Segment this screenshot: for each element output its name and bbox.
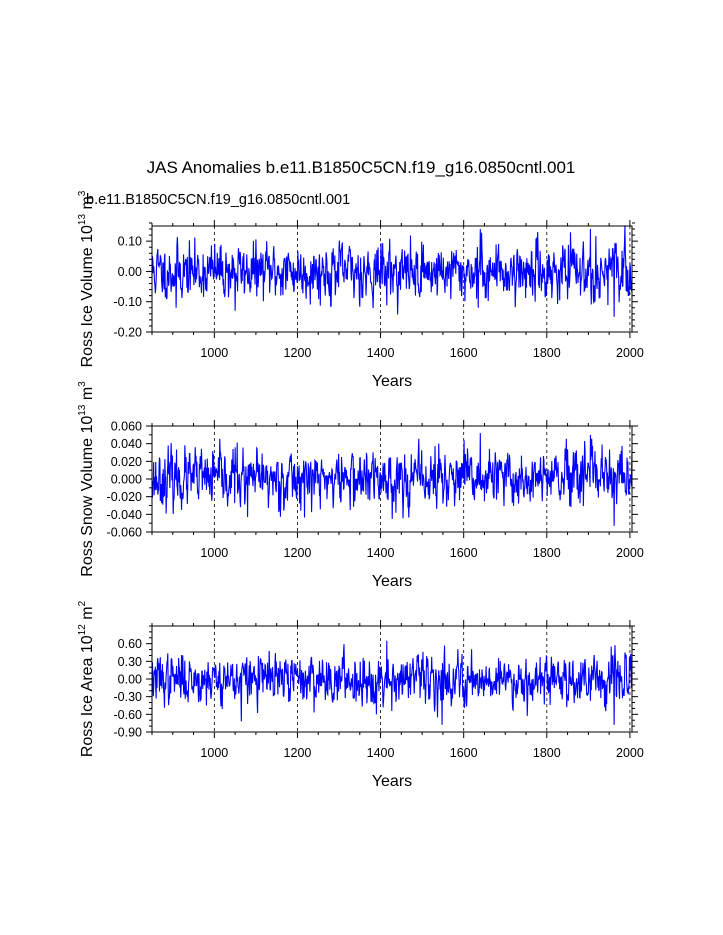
y-tick-label: 0.10 [118,235,142,249]
y-axis-title: Ross Ice Area 1012 m2 [77,600,96,757]
x-tick-label: 1800 [533,746,561,760]
y-tick-label: 0.060 [111,420,142,434]
x-axis-title: Years [372,573,412,590]
x-tick-label: 1400 [367,346,395,360]
x-tick-label: 1800 [533,546,561,560]
y-tick-label: 0.000 [111,473,142,487]
data-series-line [151,433,633,526]
y-tick-label: -0.020 [107,490,142,504]
y-axis-title-unit-exponent: 3 [77,190,88,196]
y-axis-title-unit-exponent: 3 [77,381,88,387]
x-tick-label: 2000 [616,546,644,560]
y-tick-label: -0.20 [114,326,143,340]
x-tick-label: 1200 [284,346,312,360]
panel-ross-ice-volume: 1000 1200 1400 1600 1800 2000 -0.20 -0.10 0.00 0.… [77,190,644,390]
x-tick-label: 1200 [284,746,312,760]
y-axis-title-unit: m [79,196,96,214]
x-tick-label: 2000 [616,746,644,760]
y-tick-label: -0.90 [114,726,143,740]
y-tick-label: -0.10 [114,295,143,309]
y-tick-label: -0.060 [107,526,142,540]
x-tick-label: 1000 [200,346,228,360]
x-tick-label: 1400 [367,546,395,560]
y-axis-title-exponent: 13 [77,404,88,416]
plot-frame [151,225,633,333]
x-axis-title: Years [372,773,412,790]
y-axis-title-main: Ross Snow Volume 10 [79,416,96,577]
y-axis-title-unit-exponent: 2 [77,600,88,606]
x-tick-label: 1000 [200,746,228,760]
y-tick-label: 0.020 [111,455,142,469]
x-tick-label: 1600 [450,746,478,760]
x-tick-label: 1600 [450,346,478,360]
data-series-line [151,225,633,317]
y-tick-label: -0.040 [107,508,142,522]
y-axis-title-main: Ross Ice Area 10 [79,635,96,757]
y-tick-label: 0.30 [118,655,142,669]
x-tick-label: 1200 [284,546,312,560]
x-tick-label: 1600 [450,546,478,560]
x-tick-label: 2000 [616,346,644,360]
y-axis-title: Ross Snow Volume 1013 m3 [77,381,96,577]
y-axis-title-main: Ross Ice Volume 10 [79,225,96,367]
case-subtitle: b.e11.B1850C5CN.f19_g16.0850cntl.001 [86,192,350,208]
y-tick-label: 0.040 [111,437,142,451]
y-axis-title: Ross Ice Volume 1013 m3 [77,190,96,367]
data-series-line [151,640,633,725]
x-tick-label: 1800 [533,346,561,360]
panel-ross-snow-volume: 1000 1200 1400 1600 1800 2000 -0.060 -0.040 -0.0… [77,381,644,590]
figure-title: JAS Anomalies b.e11.B1850C5CN.f19_g16.08… [147,158,576,177]
y-tick-label: 0.00 [118,265,142,279]
y-axis-title-unit: m [79,387,96,405]
y-tick-label: 0.00 [118,673,142,687]
y-axis-title-exponent: 12 [77,624,88,636]
x-tick-label: 1400 [367,746,395,760]
y-tick-label: 0.60 [118,637,142,651]
panel-ross-ice-area: 1000 1200 1400 1600 1800 2000 -0.90 -0.60 -0.30 0… [77,600,644,790]
y-tick-label: -0.30 [114,690,143,704]
y-axis-title-exponent: 13 [77,214,88,226]
x-tick-label: 1000 [200,546,228,560]
x-axis-title: Years [372,373,412,390]
y-axis-title-unit: m [79,606,96,624]
y-tick-label: -0.60 [114,708,143,722]
